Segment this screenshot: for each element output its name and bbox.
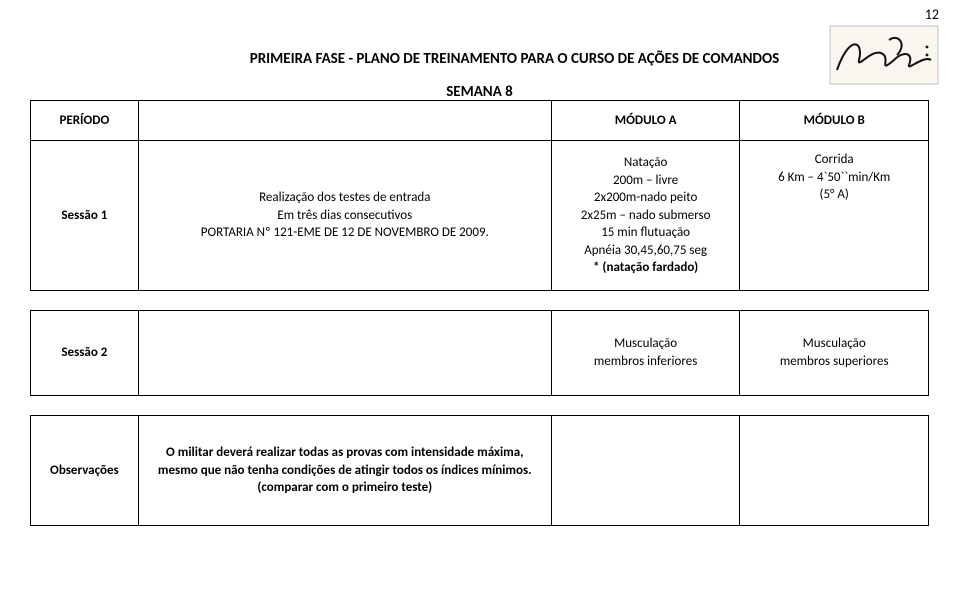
header-blank: [138, 101, 551, 141]
s1-wide-line2: Em três dias consecutivos: [147, 207, 543, 225]
sessao1-label: Sessão 1: [31, 141, 139, 291]
sessao1-row: Sessão 1 Realização dos testes de entrad…: [31, 141, 929, 291]
s2-b-line2: membros superiores: [748, 353, 920, 371]
header-row: PERÍODO MÓDULO A MÓDULO B: [31, 101, 929, 141]
sessao1-modulo-a: Natação 200m – livre 2x200m-nado peito 2…: [551, 141, 740, 291]
signature-image: [829, 25, 939, 85]
header-periodo: PERÍODO: [31, 101, 139, 141]
obs-row: Observações O militar deverá realizar to…: [31, 416, 929, 526]
sessao2-label: Sessão 2: [31, 311, 139, 396]
sessao2-modulo-a: Musculação membros inferiores: [551, 311, 740, 396]
s2-b-line1: Musculação: [748, 335, 920, 353]
s2-a-line1: Musculação: [560, 335, 732, 353]
s1-a-line3: 2x200m-nado peito: [560, 189, 732, 207]
s1-a-line7: * (natação fardado): [560, 259, 732, 277]
gap-row-2: [31, 396, 929, 416]
s1-a-line6: Apnéia 30,45,60,75 seg: [560, 242, 732, 260]
s1-b-line1: Corrida: [748, 151, 920, 169]
sessao1-wide: Realização dos testes de entrada Em três…: [138, 141, 551, 291]
s1-a-line4: 2x25m – nado submerso: [560, 207, 732, 225]
obs-modulo-b: [740, 416, 929, 526]
s2-a-line2: membros inferiores: [560, 353, 732, 371]
s1-wide-line3: PORTARIA Nº 121-EME DE 12 DE NOVEMBRO DE…: [147, 224, 543, 242]
sessao1-modulo-b: Corrida 6 Km – 4`50``min/Km (5° A): [740, 141, 929, 291]
s1-a-line1: Natação: [560, 154, 732, 172]
training-table: PERÍODO MÓDULO A MÓDULO B Sessão 1 Reali…: [30, 100, 929, 526]
header-modulo-a: MÓDULO A: [551, 101, 740, 141]
s1-a-line5: 15 min flutuação: [560, 224, 732, 242]
s1-b-line3: (5° A): [748, 186, 920, 204]
gap-row-1: [31, 291, 929, 311]
s1-b-line2: 6 Km – 4`50``min/Km: [748, 169, 920, 187]
obs-modulo-a: [551, 416, 740, 526]
obs-text: O militar deverá realizar todas as prova…: [158, 445, 532, 495]
header-modulo-b: MÓDULO B: [740, 101, 929, 141]
obs-label: Observações: [31, 416, 139, 526]
sessao2-wide: [138, 311, 551, 396]
obs-wide: O militar deverá realizar todas as prova…: [138, 416, 551, 526]
page-number: 12: [925, 6, 939, 23]
main-title: PRIMEIRA FASE - PLANO DE TREINAMENTO PAR…: [30, 25, 929, 68]
title-block: PRIMEIRA FASE - PLANO DE TREINAMENTO PAR…: [30, 25, 929, 95]
s1-a-line2: 200m – livre: [560, 172, 732, 190]
sessao2-modulo-b: Musculação membros superiores: [740, 311, 929, 396]
s1-wide-line1: Realização dos testes de entrada: [147, 189, 543, 207]
sessao2-row: Sessão 2 Musculação membros inferiores M…: [31, 311, 929, 396]
subtitle: SEMANA 8: [30, 83, 929, 101]
